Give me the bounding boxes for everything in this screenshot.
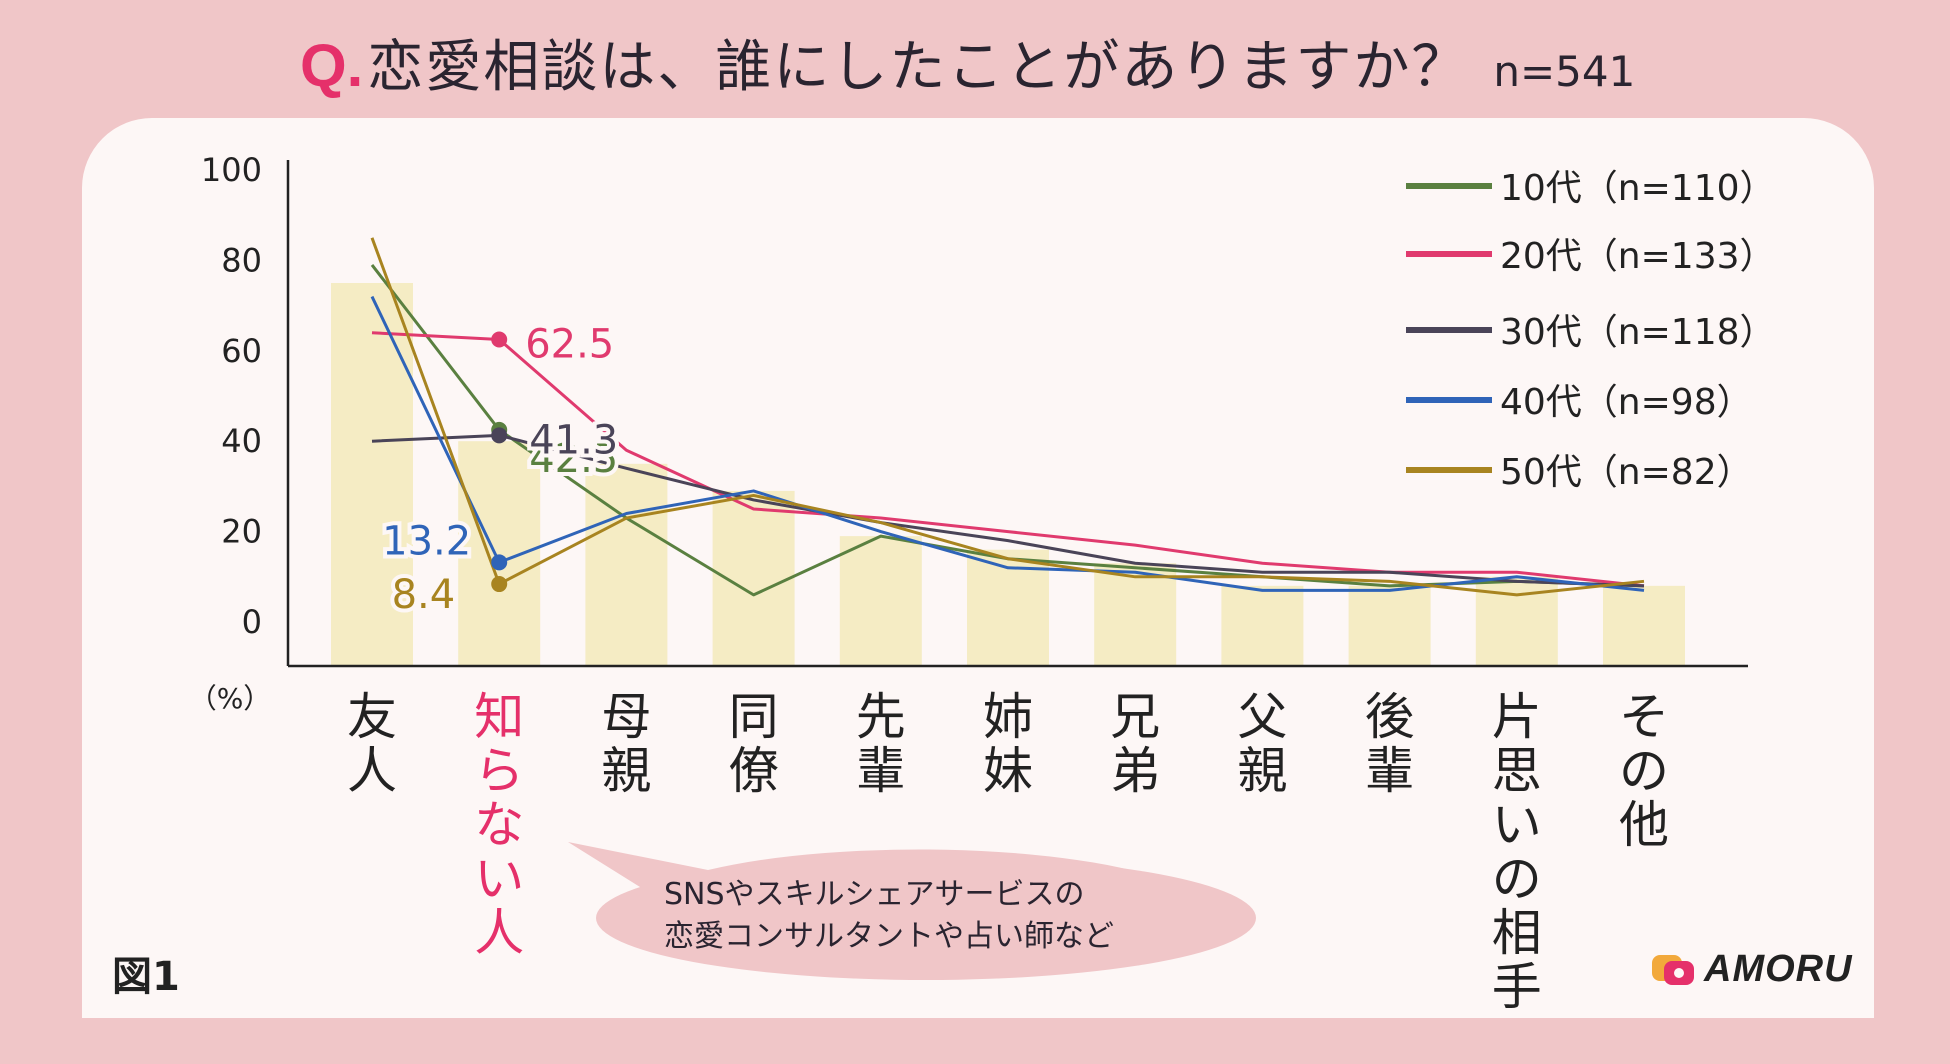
- bar-10: [1603, 585, 1685, 666]
- x-tick-label: 姉妹: [983, 688, 1033, 800]
- y-tick-label: 20: [221, 513, 262, 551]
- bar-2: [585, 463, 668, 666]
- x-tick-label: 父親: [1237, 688, 1287, 800]
- title-q-mark: Q.: [300, 32, 364, 99]
- y-tick-label: 60: [221, 332, 262, 370]
- logo-text: AMORU: [1704, 948, 1853, 990]
- data-label: 62.5: [525, 322, 614, 368]
- bubble-line-2: 恋愛コンサルタントや占い師など: [664, 919, 1114, 954]
- speech-bubble: [568, 842, 1256, 980]
- series-line-4: [370, 237, 1645, 597]
- legend-label: 50代（n=82）: [1500, 452, 1753, 493]
- bar-1: [458, 441, 541, 666]
- data-label: 13.2: [382, 518, 471, 564]
- data-point-marker: [491, 427, 508, 444]
- x-tick-label: 知らない人: [474, 688, 524, 962]
- series-line-2: [371, 433, 1645, 588]
- series-line-1: [371, 331, 1645, 588]
- data-point-marker: [491, 331, 508, 348]
- x-tick-label: 母親: [601, 688, 651, 800]
- legend-label: 30代（n=118）: [1500, 312, 1776, 353]
- data-label-halo: 41.3: [529, 417, 618, 463]
- bar-8: [1348, 585, 1431, 666]
- data-label-halo: 42.5: [529, 436, 618, 482]
- x-tick-label: 友人: [347, 688, 397, 800]
- x-tick-label: 先輩: [856, 688, 906, 800]
- data-point-marker: [491, 576, 508, 593]
- x-tick-label: 後輩: [1365, 688, 1415, 800]
- bubble-line-1: SNSやスキルシェアサービスの: [664, 877, 1085, 912]
- legend-label: 20代（n=133）: [1500, 236, 1776, 277]
- y-tick-label: 100: [201, 151, 262, 189]
- legend-label: 10代（n=110）: [1500, 168, 1776, 209]
- data-label: 42.5: [529, 436, 618, 482]
- data-label-halo: 13.2: [382, 518, 471, 564]
- chart-title: Q. 恋愛相談は、誰にしたことがありますか？ n=541: [300, 22, 1635, 112]
- legend-label: 40代（n=98）: [1500, 382, 1753, 423]
- bar-4: [839, 536, 922, 666]
- logo-mark-icon: [1650, 951, 1696, 989]
- y-tick-label: 0: [242, 603, 262, 641]
- data-label-halo: 62.5: [525, 322, 614, 368]
- bar-0: [331, 283, 413, 666]
- bar-6: [1094, 563, 1177, 666]
- data-label-halo: 8.4: [392, 572, 456, 618]
- bar-9: [1475, 576, 1558, 666]
- x-tick-label: 片思いの相手: [1492, 688, 1542, 1016]
- data-label: 41.3: [529, 417, 618, 463]
- amoru-logo: AMORU: [1650, 948, 1853, 991]
- x-tick-label: 同僚: [729, 688, 779, 800]
- bar-7: [1221, 585, 1304, 666]
- y-tick-label: 40: [221, 422, 262, 460]
- data-label: 8.4: [392, 572, 456, 618]
- x-tick-label: その他: [1619, 688, 1669, 854]
- title-question: 恋愛相談は、誰にしたことがありますか？: [367, 35, 1470, 100]
- x-tick-label: 兄弟: [1110, 688, 1160, 800]
- bubble-body: [596, 856, 1256, 980]
- y-unit-label: （%）: [189, 682, 272, 715]
- y-tick-label: 80: [221, 241, 262, 279]
- title-sample-size: n=541: [1493, 47, 1636, 96]
- figure-label: 図1: [112, 954, 180, 1000]
- data-point-marker: [491, 554, 508, 571]
